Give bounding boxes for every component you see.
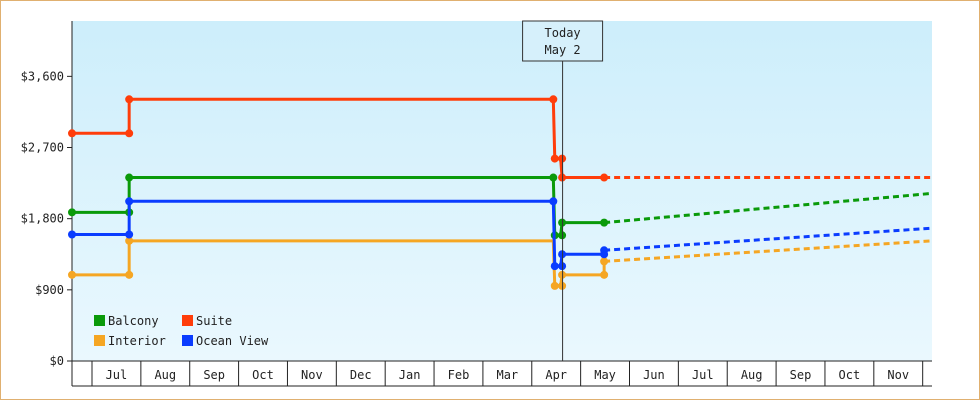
data-point <box>68 129 76 138</box>
y-tick-label: $900 <box>35 283 64 297</box>
today-label: Today <box>545 26 581 40</box>
y-tick-label: $3,600 <box>21 69 64 83</box>
x-tick-label: Sep <box>790 368 812 382</box>
data-point <box>125 197 134 206</box>
data-point <box>549 197 558 206</box>
plot-background <box>72 21 932 361</box>
x-tick-label: Nov <box>887 368 909 382</box>
data-point <box>68 208 76 217</box>
y-tick-label: $1,800 <box>21 212 64 226</box>
x-tick-label: May <box>594 368 616 382</box>
y-tick-label: $0 <box>50 354 64 368</box>
legend-swatch <box>94 335 105 346</box>
data-point <box>125 230 134 239</box>
data-point <box>549 173 558 182</box>
series-suite <box>68 95 932 182</box>
y-axis: $0 $900 $1,800 $2,700 $3,600 <box>21 21 73 386</box>
x-tick-label: Aug <box>741 368 763 382</box>
legend-label: Suite <box>196 314 232 328</box>
data-point <box>600 173 609 182</box>
x-tick-label: Oct <box>839 368 861 382</box>
legend-swatch <box>182 315 193 326</box>
legend-label: Interior <box>108 334 166 348</box>
data-point <box>68 270 76 279</box>
data-point <box>125 129 134 138</box>
data-point <box>125 236 134 245</box>
x-tick-label: Apr <box>545 368 567 382</box>
today-marker: Today May 2 <box>522 20 604 361</box>
forecast-line <box>604 239 933 263</box>
data-point <box>549 95 558 104</box>
x-tick-label: Jan <box>399 368 421 382</box>
legend-label: Balcony <box>108 314 159 328</box>
x-axis: Jul Aug Sep Oct Nov Dec Jan Feb Mar Apr May Jun Jul A… <box>72 360 932 387</box>
x-tick-label: Feb <box>448 368 470 382</box>
x-tick-label: Nov <box>301 368 323 382</box>
forecast-line <box>604 226 933 252</box>
legend-swatch <box>94 315 105 326</box>
series-interior <box>68 236 933 290</box>
data-point <box>125 270 134 279</box>
x-tick-label: Jul <box>106 368 128 382</box>
today-date: May 2 <box>545 43 581 57</box>
legend-label: Ocean View <box>196 334 269 348</box>
legend: Balcony Suite Interior Ocean View <box>94 314 269 348</box>
series-layer <box>68 95 933 290</box>
legend-swatch <box>182 335 193 346</box>
x-tick-label: Oct <box>252 368 274 382</box>
today-box <box>522 20 604 62</box>
data-point <box>600 246 609 255</box>
data-point <box>550 281 559 290</box>
data-point <box>600 257 609 266</box>
forecast-line <box>603 191 933 225</box>
x-tick-label: Aug <box>154 368 176 382</box>
data-point <box>125 173 134 182</box>
x-tick-label: Sep <box>203 368 225 382</box>
data-point <box>600 270 609 279</box>
x-tick-label: Mar <box>496 368 518 382</box>
data-point <box>550 262 559 271</box>
data-point <box>68 230 76 239</box>
data-point <box>125 95 134 104</box>
y-tick-label: $2,700 <box>21 141 64 155</box>
data-point <box>600 218 609 227</box>
x-tick-label: Dec <box>350 368 372 382</box>
x-tick-label: Jun <box>643 368 665 382</box>
x-tick-label: Jul <box>692 368 714 382</box>
data-point <box>550 154 559 163</box>
